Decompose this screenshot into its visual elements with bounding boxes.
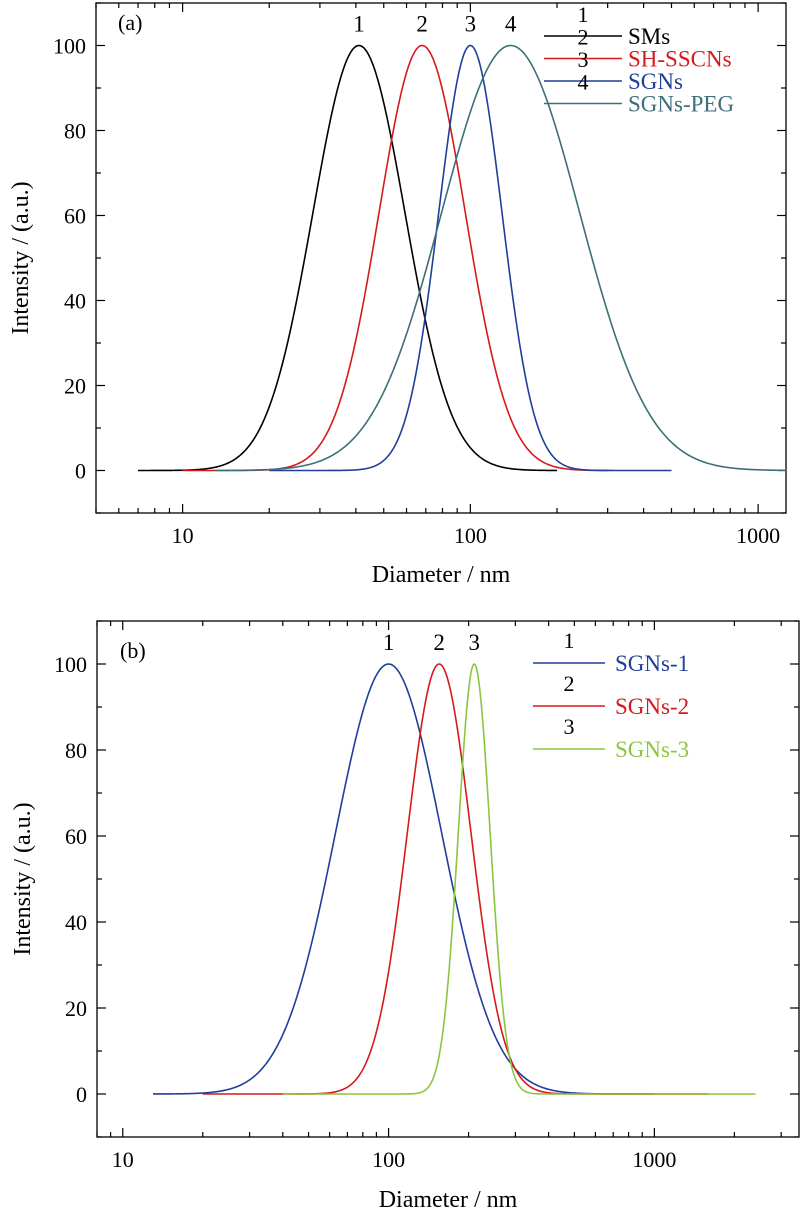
x-tick-label: 100 — [372, 1147, 405, 1172]
panel-b: 10 100 1000 0 20 40 60 80 100 Diameter / nm Intens… — [10, 620, 800, 1213]
panel-a: 10 100 1000 0 20 40 60 80 100 Diameter / nm Intens… — [8, 2, 787, 588]
legend-label: SGNs-2 — [615, 694, 689, 719]
x-tick-label: 10 — [172, 523, 194, 548]
x-axis-title: Diameter / nm — [379, 1187, 518, 1213]
y-tick-label: 0 — [75, 459, 86, 484]
peak-label: 3 — [468, 630, 480, 655]
plot-frame — [96, 620, 800, 1138]
series-line-SMs — [138, 44, 557, 472]
x-tick-label: 1000 — [632, 1147, 676, 1172]
x-tick-label: 100 — [454, 523, 487, 548]
series-line-SGNs — [269, 44, 672, 472]
legend-number: 3 — [564, 714, 575, 739]
y-tick-label: 80 — [64, 119, 86, 144]
legend: 1 SMs 2 SH-SSCNs 3 SGNs 4 SGNs-PEG — [544, 2, 734, 117]
peak-label: 2 — [416, 12, 428, 37]
legend-number: 1 — [578, 2, 589, 27]
y-tick-label: 20 — [65, 996, 87, 1021]
x-tick-label: 1000 — [736, 523, 780, 548]
series-line-SGNs-3 — [282, 663, 756, 1095]
y-tick-label: 40 — [65, 910, 87, 935]
y-tick-label: 60 — [64, 204, 86, 229]
y-tick-label: 20 — [64, 374, 86, 399]
legend-label: SGNs — [628, 69, 683, 94]
y-tick-label: 40 — [64, 289, 86, 314]
x-tick-label: 10 — [112, 1147, 134, 1172]
legend-label: SGNs-PEG — [628, 92, 734, 117]
peak-label: 1 — [383, 630, 395, 655]
series-line-SH-SSCNs — [182, 44, 608, 472]
legend-label: SMs — [628, 24, 670, 49]
legend: 1 SGNs-1 2 SGNs-2 3 SGNs-3 — [533, 628, 689, 762]
panel-label: (a) — [118, 10, 142, 35]
legend-number: 2 — [564, 671, 575, 696]
y-tick-label: 100 — [54, 652, 87, 677]
peak-label: 4 — [505, 12, 517, 37]
panel-label: (b) — [120, 638, 146, 663]
legend-label: SGNs-1 — [615, 651, 689, 676]
legend-label: SH-SSCNs — [628, 47, 732, 72]
y-axis-title: Intensity / (a.u.) — [8, 181, 34, 334]
y-tick-label: 0 — [76, 1082, 87, 1107]
legend-number: 3 — [578, 47, 589, 72]
peak-label: 3 — [465, 12, 477, 37]
series-line-SGNs-PEG — [215, 44, 787, 472]
y-tick-label: 80 — [65, 738, 87, 763]
x-axis-title: Diameter / nm — [372, 562, 511, 588]
peak-label: 2 — [433, 630, 445, 655]
y-axis-title: Intensity / (a.u.) — [10, 802, 36, 955]
legend-number: 4 — [578, 70, 589, 95]
y-tick-label: 100 — [53, 34, 86, 59]
series-line-SGNs-1 — [153, 663, 655, 1095]
y-tick-label: 60 — [65, 824, 87, 849]
legend-label: SGNs-3 — [615, 737, 689, 762]
legend-number: 1 — [564, 628, 575, 653]
peak-label: 1 — [353, 12, 365, 37]
legend-number: 2 — [578, 25, 589, 50]
